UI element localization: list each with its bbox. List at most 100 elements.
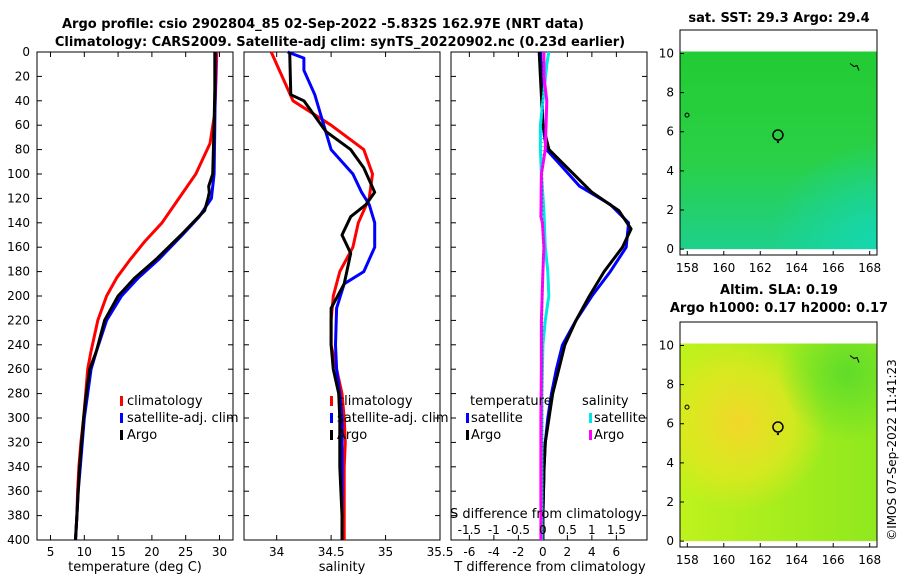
depth-tick-label: 0 — [22, 45, 30, 59]
depth-tick-label: 100 — [7, 167, 30, 181]
temperature-legend: climatology satellite-adj. clim Argo — [120, 394, 239, 443]
map-x-tick-label: 158 — [676, 261, 699, 275]
salinity-axes: 34 34.5 35 35.5 — [244, 51, 453, 559]
map-x-tick-label: 160 — [712, 261, 735, 275]
legend-satellite-adj: satellite-adj. clim — [337, 411, 449, 426]
sla-map-subtitle: Argo h1000: 0.17 h2000: 0.17 — [670, 301, 888, 316]
temperature-panel-frame — [36, 51, 234, 541]
map-x-tick-label: 160 — [712, 553, 735, 567]
series-line-t-argo — [537, 51, 633, 540]
map-y-tick-label: 2 — [666, 495, 674, 509]
depth-tick-label: 120 — [7, 191, 30, 205]
x-tick-label: -6 — [463, 545, 475, 559]
s-tick-label: -0.5 — [507, 523, 530, 537]
map-y-tick-label: 6 — [666, 125, 674, 139]
depth-tick-label: 180 — [7, 265, 30, 279]
depth-tick-label: 160 — [7, 240, 30, 254]
x-tick-label: 35 — [378, 545, 393, 559]
legend-swatch-t-argo — [466, 430, 469, 440]
legend-climatology: climatology — [337, 394, 413, 409]
depth-tick-label: 200 — [7, 289, 30, 303]
temperature-axes: 5 10 15 20 25 30 — [37, 51, 233, 559]
x-tick-label: 2 — [564, 545, 572, 559]
x-tick-label: 20 — [144, 545, 159, 559]
legend-satellite-adj: satellite-adj. clim — [127, 411, 239, 426]
imos-watermark: ©IMOS 07-Sep-2022 11:41:23 — [885, 359, 899, 541]
legend-swatch-argo — [120, 430, 123, 440]
sla-map-frame — [679, 321, 878, 548]
x-tick-label: 30 — [212, 545, 227, 559]
s-tick-label: 0.5 — [558, 523, 577, 537]
depth-tick-label: 320 — [7, 435, 30, 449]
salinity-axis-label: salinity — [319, 560, 366, 575]
map-y-tick-label: 2 — [666, 203, 674, 217]
depth-tick-label: 140 — [7, 216, 30, 230]
float-position-marker — [772, 129, 784, 141]
float-position-dot — [776, 140, 780, 144]
salinity-series — [269, 50, 377, 540]
salinity-legend: climatology satellite-adj. clim Argo — [330, 394, 449, 443]
map-y-tick-label: 4 — [666, 456, 674, 470]
island-outline — [849, 355, 860, 363]
series-line-climatology — [269, 51, 374, 540]
legend-climatology: climatology — [127, 394, 203, 409]
figure-subtitle: Climatology: CARS2009. Satellite-adj cli… — [55, 35, 625, 50]
figure-title: Argo profile: csio 2902804_85 02-Sep-202… — [62, 17, 584, 32]
map-y-tick-label: 6 — [666, 417, 674, 431]
map-x-tick-label: 164 — [785, 553, 808, 567]
map-x-tick-label: 166 — [822, 553, 845, 567]
legend-group-temperature: temperature — [470, 394, 552, 409]
t-difference-axis-label: T difference from climatology — [453, 560, 646, 575]
x-tick-label: 25 — [178, 545, 193, 559]
island-outline — [684, 404, 690, 410]
s-difference-ticks: -1.5 -1 -0.5 0 0.5 1 1.5 — [458, 523, 626, 537]
depth-tick-label: 60 — [15, 118, 30, 132]
difference-axes: -6 -4 -2 0 2 4 6 — [451, 51, 647, 559]
legend-swatch-climatology — [120, 396, 123, 406]
s-tick-label: 0 — [539, 523, 547, 537]
legend-s-argo: Argo — [594, 428, 624, 443]
map-y-tick-label: 10 — [659, 338, 674, 352]
depth-tick-label: 300 — [7, 411, 30, 425]
series-line-climatology — [74, 51, 219, 541]
legend-swatch-s-argo — [589, 430, 592, 440]
x-tick-label: 6 — [613, 545, 621, 559]
s-difference-axis-label: S difference from climatology — [450, 507, 642, 522]
legend-argo: Argo — [337, 428, 367, 443]
sst-map-title: sat. SST: 29.3 Argo: 29.4 — [688, 11, 869, 26]
sla-map: 158 160 162 164 166 168 0 2 4 6 8 10 — [659, 321, 881, 567]
legend-swatch-climatology — [330, 396, 333, 406]
difference-series — [537, 51, 633, 540]
temperature-axis-label: temperature (deg C) — [68, 560, 202, 575]
x-tick-label: -4 — [488, 545, 500, 559]
x-tick-label: 15 — [110, 545, 125, 559]
map-y-tick-label: 8 — [666, 378, 674, 392]
legend-t-satellite: satellite — [471, 411, 523, 426]
x-tick-label: 4 — [588, 545, 596, 559]
legend-swatch-satellite — [330, 413, 333, 423]
s-tick-label: 1.5 — [607, 523, 626, 537]
depth-tick-label: 260 — [7, 362, 30, 376]
s-tick-label: 1 — [588, 523, 596, 537]
x-tick-label: -2 — [512, 545, 524, 559]
float-position-dot — [776, 432, 780, 436]
sst-map-frame — [679, 29, 878, 256]
series-line-t-satellite — [538, 51, 631, 540]
map-x-tick-label: 158 — [676, 553, 699, 567]
float-position-marker — [772, 421, 784, 433]
depth-tick-label: 340 — [7, 460, 30, 474]
island-outline — [849, 63, 860, 71]
sla-map-title: Altim. SLA: 0.19 — [720, 283, 838, 298]
legend-swatch-t-satellite — [466, 413, 469, 423]
legend-swatch-argo — [330, 430, 333, 440]
legend-group-salinity: salinity — [582, 394, 629, 409]
depth-tick-label: 380 — [7, 509, 30, 523]
depth-tick-label: 400 — [7, 533, 30, 547]
island-outline — [684, 112, 690, 118]
map-y-tick-label: 4 — [666, 164, 674, 178]
depth-tick-label: 240 — [7, 338, 30, 352]
legend-swatch-s-satellite — [589, 413, 592, 423]
map-x-tick-label: 168 — [858, 553, 881, 567]
x-tick-label: 34 — [269, 545, 284, 559]
